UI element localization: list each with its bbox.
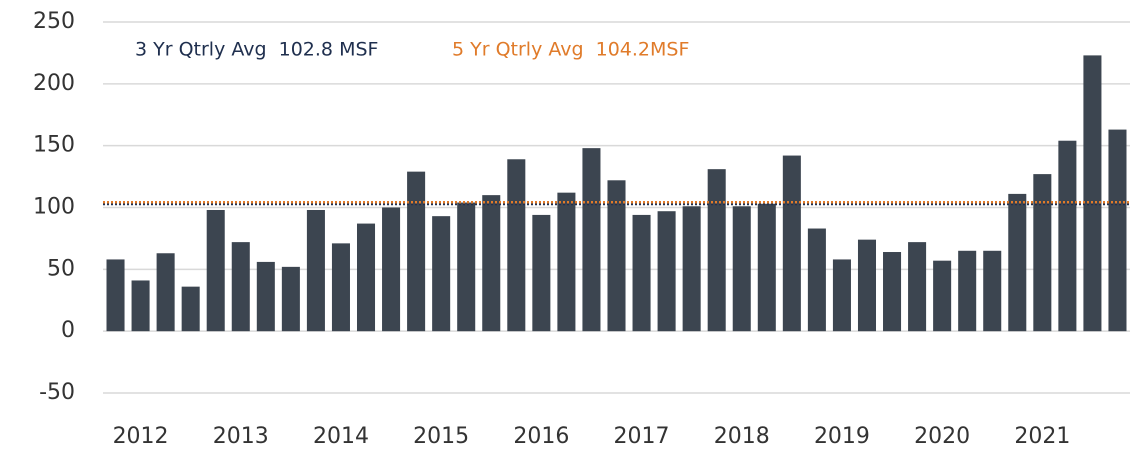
y-tick-label: 100 [33, 195, 75, 220]
bar [532, 214, 551, 332]
y-tick-label: -50 [39, 380, 75, 405]
bar [632, 214, 651, 332]
y-tick-label: 200 [33, 71, 75, 96]
bar [682, 206, 701, 332]
bar [382, 207, 401, 332]
bar [557, 192, 576, 332]
bar [1033, 174, 1052, 332]
bar [482, 195, 501, 332]
bar [807, 228, 826, 332]
bar [933, 260, 952, 332]
bar [457, 202, 476, 332]
bar [908, 242, 927, 332]
bar [281, 266, 300, 332]
bar [131, 280, 150, 332]
bar [857, 239, 877, 332]
bar [832, 259, 851, 332]
y-tick-label: 50 [47, 256, 75, 281]
bar [331, 243, 350, 332]
bar [732, 206, 751, 332]
bar [883, 252, 902, 332]
bar [507, 159, 526, 332]
x-tick-label: 2017 [614, 424, 670, 449]
bar [106, 259, 125, 332]
bar [181, 286, 200, 332]
bar [206, 209, 225, 332]
y-tick-label: 150 [33, 133, 75, 158]
bar [156, 253, 175, 332]
bar [1058, 140, 1077, 332]
x-tick-label: 2015 [413, 424, 469, 449]
bar [407, 171, 426, 332]
bar [256, 261, 275, 332]
bar [958, 250, 977, 332]
bar [356, 223, 376, 332]
bar [757, 203, 776, 332]
y-tick-label: 250 [33, 9, 75, 34]
x-tick-label: 2016 [513, 424, 569, 449]
bar [432, 216, 451, 332]
bar [1083, 55, 1102, 332]
reference-label: 5 Yr Qtrly Avg 104.2MSF [452, 39, 689, 61]
y-tick-label: 0 [61, 318, 75, 343]
bar [231, 242, 250, 332]
x-tick-label: 2013 [213, 424, 269, 449]
bar [607, 180, 626, 332]
bar [1008, 193, 1027, 332]
x-tick-label: 2021 [1014, 424, 1070, 449]
x-tick-label: 2014 [313, 424, 369, 449]
bar [582, 148, 601, 332]
bar [657, 211, 676, 332]
bar [707, 169, 726, 332]
x-tick-label: 2020 [914, 424, 970, 449]
x-tick-label: 2012 [113, 424, 169, 449]
bar [306, 209, 325, 332]
reference-label: 3 Yr Qtrly Avg 102.8 MSF [135, 39, 378, 61]
x-tick-label: 2018 [714, 424, 770, 449]
bar [1108, 129, 1127, 332]
bar [983, 250, 1002, 332]
x-tick-label: 2019 [814, 424, 870, 449]
bar [782, 155, 801, 332]
